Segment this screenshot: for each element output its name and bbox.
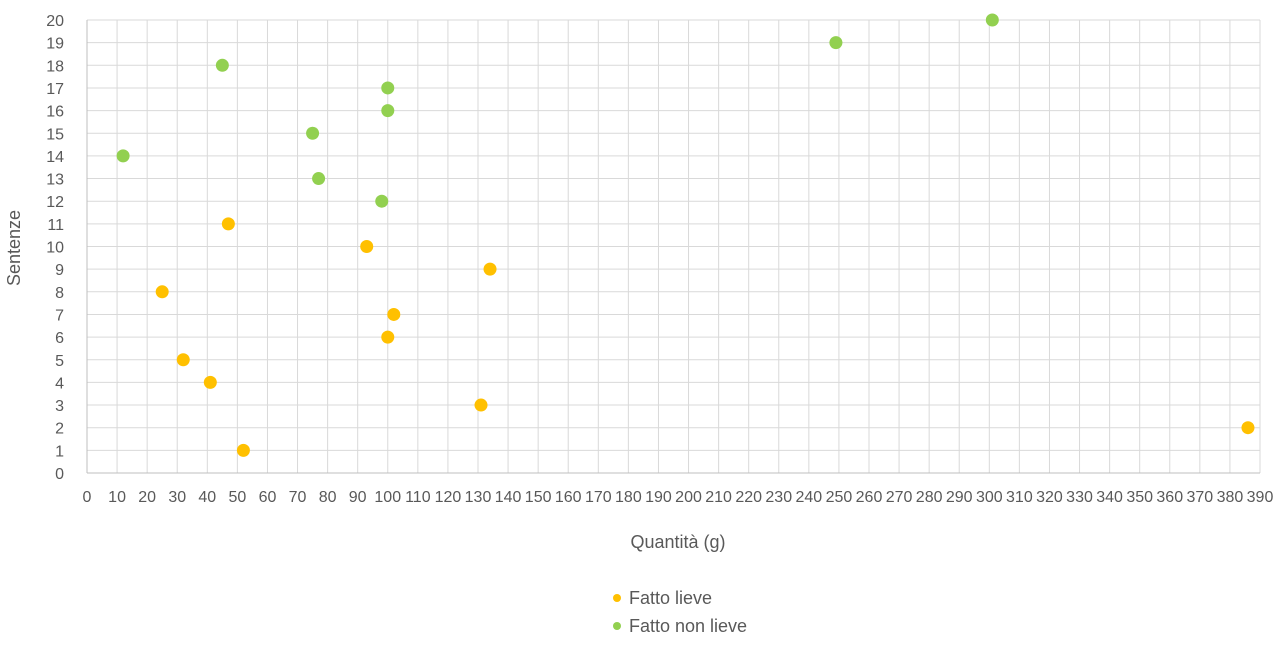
x-tick-label: 50: [228, 489, 246, 506]
data-point-fatto-lieve: [360, 240, 374, 253]
data-point-fatto-lieve: [203, 375, 217, 389]
data-point-fatto-lieve: [221, 217, 235, 231]
x-tick-label: 120: [435, 489, 462, 506]
legend: Fatto lieve Fatto non lieve: [613, 588, 747, 636]
y-tick-label: 10: [46, 240, 64, 257]
x-tick-label: 170: [585, 489, 612, 506]
data-point-fatto-non-lieve: [306, 126, 320, 140]
x-tick-label: 10: [108, 489, 126, 506]
x-tick-label: 330: [1066, 489, 1093, 506]
x-tick-label: 130: [465, 489, 492, 506]
legend-marker: [613, 594, 621, 602]
y-tick-label: 3: [55, 398, 64, 415]
legend-label: Fatto non lieve: [629, 616, 747, 636]
legend-label: Fatto lieve: [629, 588, 712, 608]
y-tick-label: 4: [55, 375, 64, 392]
data-point-fatto-lieve: [1241, 421, 1255, 435]
y-tick-label: 2: [55, 421, 64, 438]
y-tick-label: 8: [55, 285, 64, 302]
y-tick-label: 19: [46, 36, 64, 53]
x-tick-label: 230: [765, 489, 792, 506]
x-tick-label: 70: [289, 489, 307, 506]
data-point-fatto-non-lieve: [381, 81, 395, 95]
x-tick-label: 30: [168, 489, 186, 506]
y-tick-label: 14: [46, 149, 64, 166]
x-tick-label: 240: [795, 489, 822, 506]
x-tick-label: 150: [525, 489, 552, 506]
data-point-fatto-non-lieve: [375, 194, 389, 208]
axes: [86, 20, 1260, 474]
x-tick-label: 360: [1156, 489, 1183, 506]
x-tick-label: 340: [1096, 489, 1123, 506]
y-tick-label: 9: [55, 262, 64, 279]
y-tick-label: 16: [46, 104, 64, 121]
data-point-fatto-non-lieve: [215, 58, 229, 72]
data-point-fatto-lieve: [387, 307, 401, 321]
x-tick-label: 380: [1217, 489, 1244, 506]
x-tick-label: 280: [916, 489, 943, 506]
y-tick-label: 7: [55, 307, 64, 324]
x-tick-labels: 0 10 20 30 40 50 60 70 80 90 100 110 120 130 140 150 160…: [83, 489, 1274, 506]
y-tick-label: 13: [46, 172, 64, 189]
x-tick-label: 320: [1036, 489, 1063, 506]
x-tick-label: 210: [705, 489, 732, 506]
x-tick-label: 350: [1126, 489, 1153, 506]
y-tick-label: 1: [55, 443, 64, 460]
x-tick-label: 200: [675, 489, 702, 506]
x-tick-label: 290: [946, 489, 973, 506]
y-tick-label: 12: [46, 194, 64, 211]
data-point-fatto-non-lieve: [985, 13, 999, 27]
x-tick-label: 60: [259, 489, 277, 506]
data-point-fatto-lieve: [381, 330, 395, 344]
x-tick-label: 370: [1186, 489, 1213, 506]
x-tick-label: 390: [1247, 489, 1274, 506]
y-tick-label: 0: [55, 466, 64, 483]
data-point-fatto-non-lieve: [312, 172, 326, 186]
y-tick-label: 15: [46, 126, 64, 143]
x-axis-title: Quantità (g): [630, 532, 725, 552]
x-tick-label: 140: [495, 489, 522, 506]
y-tick-label: 20: [46, 13, 64, 30]
data-point-fatto-lieve: [474, 398, 488, 412]
x-tick-label: 20: [138, 489, 156, 506]
y-tick-label: 5: [55, 353, 64, 370]
y-tick-label: 6: [55, 330, 64, 347]
data-point-fatto-lieve: [155, 285, 169, 299]
x-tick-label: 100: [374, 489, 401, 506]
data-point-fatto-lieve: [176, 353, 190, 367]
x-tick-label: 250: [826, 489, 853, 506]
x-tick-label: 160: [555, 489, 582, 506]
data-point-fatto-non-lieve: [829, 36, 843, 50]
x-tick-label: 0: [83, 489, 92, 506]
x-tick-label: 190: [645, 489, 672, 506]
x-tick-label: 90: [349, 489, 367, 506]
x-tick-label: 220: [735, 489, 762, 506]
data-point-fatto-non-lieve: [381, 104, 395, 118]
y-tick-label: 17: [46, 81, 64, 98]
data-point-fatto-non-lieve: [116, 149, 130, 163]
x-tick-label: 40: [198, 489, 216, 506]
x-tick-label: 260: [856, 489, 883, 506]
x-tick-label: 300: [976, 489, 1003, 506]
data-point-fatto-lieve: [483, 262, 497, 276]
x-tick-label: 110: [405, 489, 431, 506]
x-tick-label: 80: [319, 489, 337, 506]
data-points: [116, 13, 1255, 457]
gridlines: [86, 19, 1261, 474]
y-tick-label: 18: [46, 58, 64, 75]
y-axis-title: Sentenze: [4, 210, 24, 286]
legend-marker: [613, 622, 621, 630]
x-tick-label: 310: [1006, 489, 1033, 506]
x-tick-label: 180: [615, 489, 642, 506]
x-tick-label: 270: [886, 489, 913, 506]
y-tick-label: 11: [47, 217, 64, 234]
data-point-fatto-lieve: [236, 443, 250, 457]
